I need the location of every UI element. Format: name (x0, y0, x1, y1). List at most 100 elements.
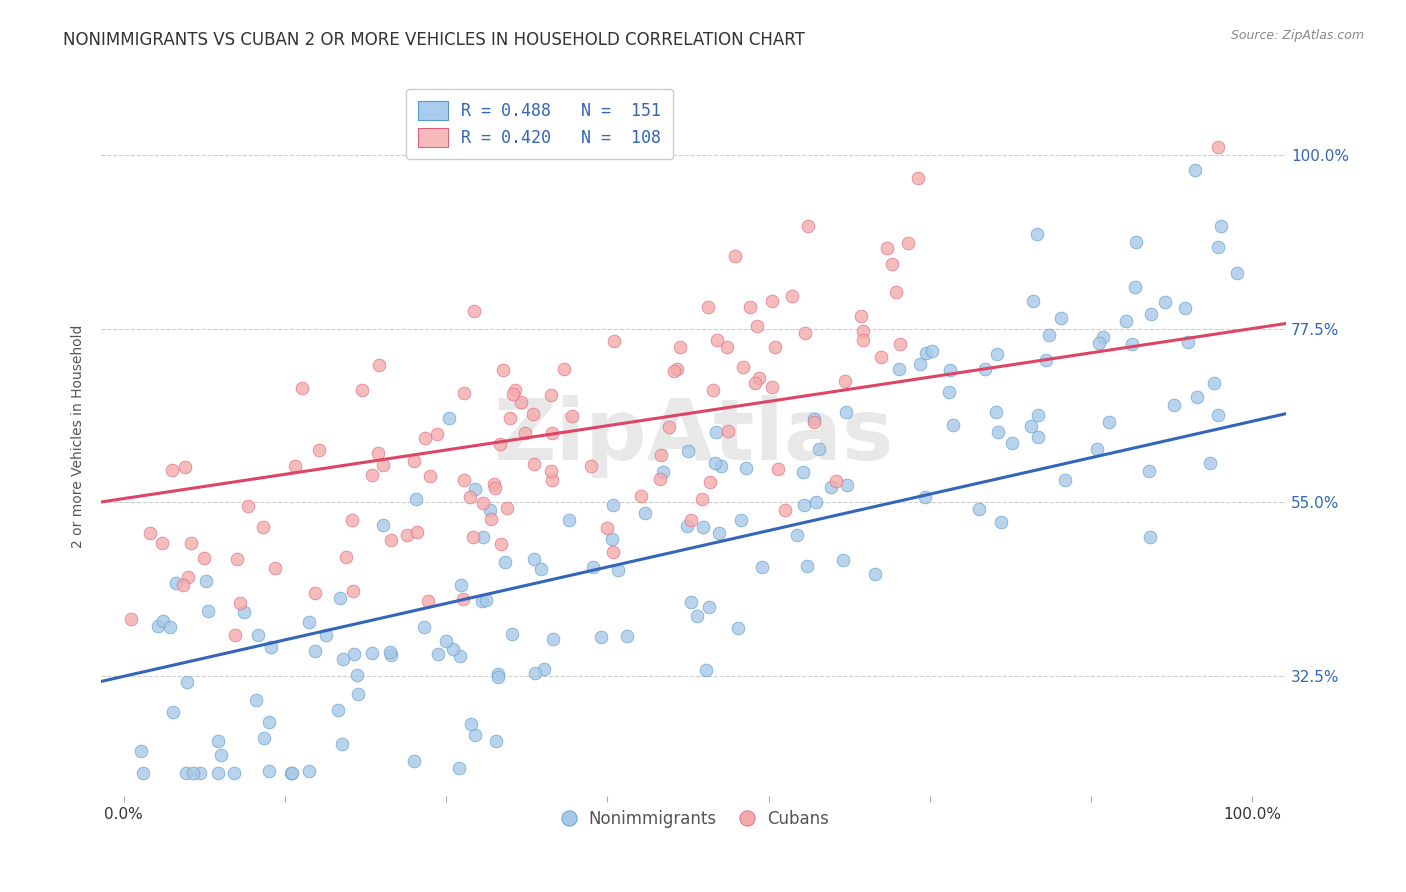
Point (679, 595, 702, 609)
Point (129, 744, 152, 758)
Point (561, 409, 583, 423)
Point (669, 340, 692, 354)
Point (524, 665, 547, 680)
Point (413, 620, 436, 634)
Point (834, 374, 856, 388)
Point (1053, 473, 1076, 487)
Point (717, 425, 740, 439)
Point (820, 480, 842, 494)
Point (471, 594, 494, 608)
Point (463, 304, 485, 318)
Point (162, 706, 184, 720)
Point (825, 474, 848, 488)
Point (1137, 464, 1160, 478)
Point (332, 652, 354, 666)
Point (533, 662, 555, 676)
Point (195, 574, 218, 588)
Point (633, 506, 655, 520)
Point (600, 532, 623, 546)
Point (666, 362, 689, 376)
Point (347, 687, 370, 701)
Point (530, 562, 553, 576)
Point (852, 333, 875, 347)
Point (174, 765, 197, 780)
Point (486, 670, 509, 684)
Point (751, 559, 773, 574)
Point (1022, 293, 1045, 308)
Point (884, 285, 907, 299)
Point (630, 489, 652, 503)
Point (697, 301, 720, 315)
Point (207, 734, 229, 748)
Point (343, 647, 366, 661)
Point (1026, 408, 1049, 422)
Point (502, 387, 524, 401)
Point (1097, 415, 1119, 429)
Point (738, 300, 761, 314)
Point (1177, 335, 1199, 350)
Point (1184, 163, 1206, 178)
Point (451, 592, 474, 607)
Point (395, 528, 418, 542)
Point (1115, 314, 1137, 328)
Point (328, 703, 350, 717)
Point (472, 496, 495, 510)
Point (162, 463, 184, 477)
Point (360, 467, 382, 482)
Point (404, 454, 426, 468)
Point (602, 544, 624, 558)
Point (1125, 235, 1147, 249)
Point (676, 443, 699, 458)
Point (792, 465, 814, 479)
Point (188, 765, 211, 780)
Point (1206, 140, 1229, 154)
Point (540, 474, 562, 488)
Point (453, 386, 475, 401)
Point (367, 358, 389, 372)
Point (786, 528, 808, 542)
Point (280, 765, 302, 780)
Point (174, 460, 197, 475)
Point (707, 526, 730, 541)
Point (921, 343, 943, 358)
Point (447, 761, 470, 775)
Point (426, 427, 449, 442)
Point (1173, 301, 1195, 315)
Point (1001, 435, 1024, 450)
Point (1140, 307, 1163, 321)
Point (233, 605, 256, 619)
Point (245, 693, 267, 707)
Point (914, 490, 936, 504)
Point (495, 500, 517, 515)
Point (876, 241, 898, 255)
Point (1026, 430, 1049, 444)
Y-axis label: 2 or more Vehicles in Household: 2 or more Vehicles in Household (72, 325, 86, 549)
Point (773, 503, 796, 517)
Point (380, 533, 402, 548)
Point (986, 347, 1008, 361)
Point (281, 765, 304, 780)
Point (290, 381, 312, 395)
Point (716, 340, 738, 354)
Point (180, 536, 202, 550)
Point (541, 426, 564, 441)
Point (852, 324, 875, 338)
Point (427, 647, 450, 661)
Point (915, 345, 938, 359)
Legend: Nonimmigrants, Cubans: Nonimmigrants, Cubans (553, 803, 835, 835)
Point (793, 498, 815, 512)
Point (361, 646, 384, 660)
Point (703, 456, 725, 470)
Point (453, 473, 475, 487)
Point (748, 371, 770, 385)
Point (209, 747, 232, 762)
Point (488, 437, 510, 451)
Point (603, 334, 626, 349)
Point (796, 559, 818, 574)
Point (463, 530, 485, 544)
Point (731, 360, 754, 375)
Point (1185, 390, 1208, 404)
Point (492, 363, 515, 377)
Point (1085, 442, 1108, 456)
Point (747, 319, 769, 334)
